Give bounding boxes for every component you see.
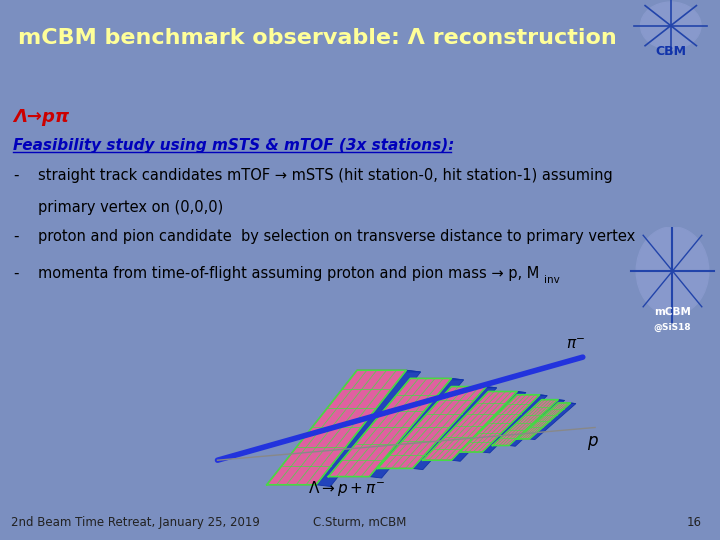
Text: $\Lambda \rightarrow p + \pi^{-}$: $\Lambda \rightarrow p + \pi^{-}$: [308, 479, 385, 498]
Polygon shape: [451, 392, 526, 461]
Polygon shape: [328, 379, 451, 477]
Polygon shape: [492, 400, 558, 446]
Polygon shape: [541, 400, 564, 401]
Text: -: -: [13, 266, 19, 281]
Circle shape: [641, 2, 701, 49]
Text: p: p: [587, 433, 598, 450]
Polygon shape: [459, 395, 540, 452]
Text: mCBM benchmark observable: Λ reconstruction: mCBM benchmark observable: Λ reconstruct…: [18, 28, 617, 48]
Text: C.Sturm, mCBM: C.Sturm, mCBM: [313, 516, 407, 529]
Text: momenta from time-of-flight assuming proton and pion mass → p, M: momenta from time-of-flight assuming pro…: [37, 266, 539, 281]
Text: @SiS18: @SiS18: [654, 323, 691, 333]
Polygon shape: [266, 370, 406, 485]
Text: $\pi^{-}$: $\pi^{-}$: [567, 337, 586, 352]
Polygon shape: [369, 379, 464, 478]
Polygon shape: [356, 370, 420, 372]
Polygon shape: [377, 387, 486, 468]
Polygon shape: [316, 370, 420, 487]
Circle shape: [636, 227, 708, 315]
Polygon shape: [517, 403, 570, 439]
Text: primary vertex on (0,0,0): primary vertex on (0,0,0): [37, 200, 223, 215]
Polygon shape: [451, 387, 497, 388]
Text: straight track candidates mTOF → mSTS (hit station-0, hit station-1) assuming: straight track candidates mTOF → mSTS (h…: [37, 168, 613, 183]
Text: 2nd Beam Time Retreat, January 25, 2019: 2nd Beam Time Retreat, January 25, 2019: [11, 516, 260, 529]
Text: -: -: [13, 229, 19, 244]
Text: Feasibility study using mSTS & mTOF (3x stations):: Feasibility study using mSTS & mTOF (3x …: [13, 138, 454, 153]
Text: Λ→pπ: Λ→pπ: [13, 107, 69, 125]
Polygon shape: [423, 392, 517, 460]
Text: -: -: [13, 168, 19, 183]
Text: 16: 16: [687, 516, 702, 529]
Polygon shape: [509, 400, 564, 446]
Text: inv: inv: [544, 275, 560, 285]
Polygon shape: [516, 395, 547, 396]
Text: proton and pion candidate  by selection on transverse distance to primary vertex: proton and pion candidate by selection o…: [37, 229, 635, 244]
Polygon shape: [413, 387, 497, 470]
Polygon shape: [409, 379, 464, 380]
Text: mCBM: mCBM: [654, 307, 691, 317]
Polygon shape: [529, 403, 576, 440]
Text: CBM: CBM: [655, 45, 686, 58]
Polygon shape: [487, 392, 526, 393]
Polygon shape: [482, 395, 547, 453]
